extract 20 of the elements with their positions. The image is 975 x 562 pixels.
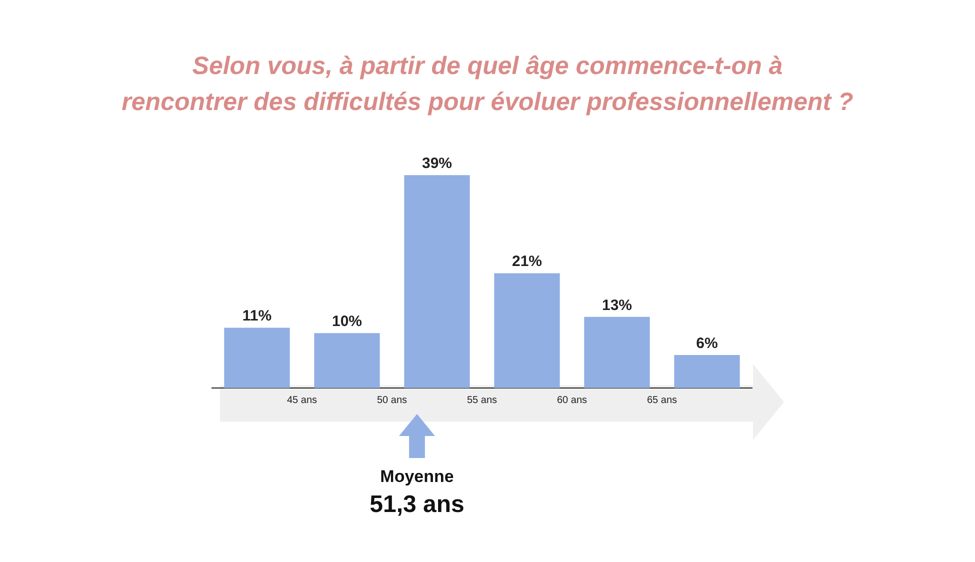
- x-tick-label: 45 ans: [286, 394, 318, 406]
- bar: [314, 333, 380, 388]
- data-label: 6%: [696, 334, 718, 352]
- bar: [584, 316, 650, 388]
- bar: [674, 354, 740, 388]
- text: 51,3 ans: [370, 491, 464, 518]
- data-label: 10%: [332, 313, 362, 330]
- x-tick-label: 55 ans: [466, 394, 498, 406]
- data-label: 39%: [422, 155, 452, 172]
- bar: [404, 175, 470, 388]
- x-tick-label: 65 ans: [646, 394, 678, 406]
- text: Moyenne: [380, 467, 454, 486]
- chart-title: Selon vous, à partir de quel âge commence-t-on à rencontrer des difficultés pour évoluer professionnellement ?: [120, 51, 854, 118]
- bar: [494, 273, 560, 388]
- data-label: 13%: [602, 296, 632, 314]
- data-label: 21%: [512, 253, 542, 270]
- data-label: 11%: [242, 308, 272, 325]
- bar: [224, 328, 290, 388]
- x-tick-label: 60 ans: [556, 394, 588, 406]
- x-tick-label: 50 ans: [376, 394, 408, 406]
